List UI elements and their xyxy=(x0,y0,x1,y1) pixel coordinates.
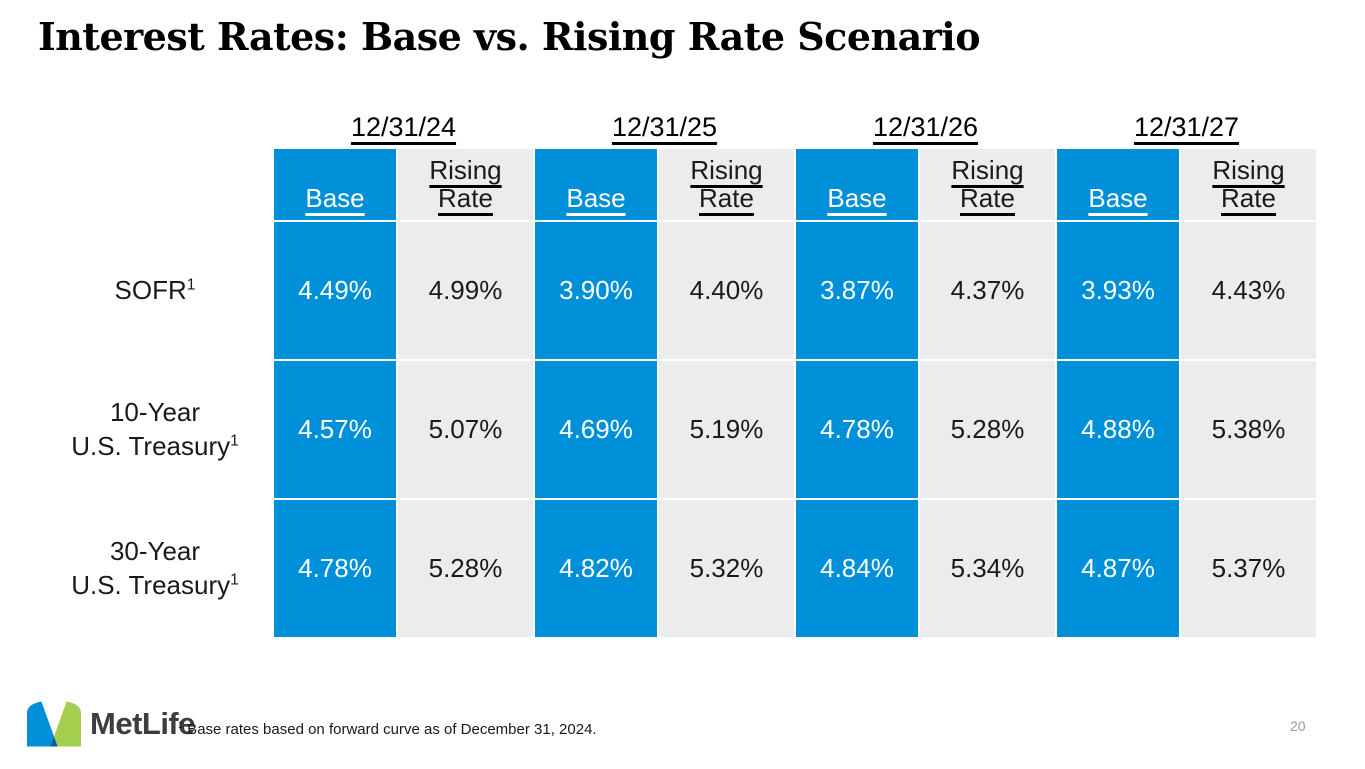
table-cell-30yr-base: 4.82% xyxy=(535,500,657,637)
rising-header-line1: Rising xyxy=(690,154,763,185)
footnote-ref: 1 xyxy=(230,431,239,449)
footnote-text: Base rates based on forward curve as of … xyxy=(183,721,597,738)
table-cell-sofr-base: 3.90% xyxy=(535,222,657,359)
row-label-text: SOFR1 xyxy=(114,274,196,305)
row-label-10yr-treasury: 10-Year U.S. Treasury1 xyxy=(40,361,270,498)
header-cell-base: Base xyxy=(274,149,396,220)
header-cell-base: Base xyxy=(1057,149,1179,220)
footnote-ref: 1 xyxy=(186,275,196,293)
table-cell-10yr-base: 4.69% xyxy=(535,361,657,498)
header-cell-rising: Rising Rate xyxy=(920,149,1055,220)
row-label-30yr-treasury: 30-Year U.S. Treasury1 xyxy=(40,500,270,637)
table-cell-10yr-rising: 5.07% xyxy=(398,361,533,498)
row-label-sofr: SOFR1 xyxy=(40,222,270,359)
row-label-text: 10-Year U.S. Treasury1 xyxy=(71,396,239,461)
base-header-label: Base xyxy=(1088,182,1148,213)
table-cell-10yr-base: 4.57% xyxy=(274,361,396,498)
footnote: 1 Base rates based on forward curve as o… xyxy=(178,720,597,739)
table-cell-30yr-base: 4.84% xyxy=(796,500,918,637)
metlife-logo-mark xyxy=(27,701,81,747)
table-cell-10yr-base: 4.88% xyxy=(1057,361,1179,498)
table-cell-30yr-rising: 5.32% xyxy=(659,500,794,637)
table-cell-sofr-rising: 4.99% xyxy=(398,222,533,359)
header-cell-rising: Rising Rate xyxy=(659,149,794,220)
rising-header-line2: Rate xyxy=(438,182,493,213)
table-cell-30yr-rising: 5.34% xyxy=(920,500,1055,637)
header-cell-rising: Rising Rate xyxy=(398,149,533,220)
table-cell-30yr-rising: 5.37% xyxy=(1181,500,1316,637)
header-cell-base: Base xyxy=(796,149,918,220)
rising-header-line1: Rising xyxy=(1212,154,1285,185)
table-cell-30yr-base: 4.87% xyxy=(1057,500,1179,637)
rates-table: Base Rising Rate Base Rising Rate Base Ris… xyxy=(274,149,1316,637)
table-cell-sofr-base: 4.49% xyxy=(274,222,396,359)
base-header-label: Base xyxy=(305,182,365,213)
row-label-text: 30-Year U.S. Treasury1 xyxy=(71,535,239,600)
table-cell-sofr-rising: 4.37% xyxy=(920,222,1055,359)
slide-title: Interest Rates: Base vs. Rising Rate Sce… xyxy=(38,14,981,59)
metlife-wordmark: MetLife xyxy=(90,706,196,741)
table-cell-10yr-base: 4.78% xyxy=(796,361,918,498)
page-number: 20 xyxy=(1290,718,1306,734)
table-cell-30yr-base: 4.78% xyxy=(274,500,396,637)
table-cell-10yr-rising: 5.38% xyxy=(1181,361,1316,498)
column-group-header-3: 12/31/26 xyxy=(796,112,1055,146)
footnote-ref: 1 xyxy=(230,570,239,588)
column-group-header-1: 12/31/24 xyxy=(274,112,533,146)
table-cell-10yr-rising: 5.19% xyxy=(659,361,794,498)
date-label: 12/31/24 xyxy=(350,112,457,142)
rising-header-line1: Rising xyxy=(951,154,1024,185)
rising-header-line2: Rate xyxy=(960,182,1015,213)
date-label: 12/31/27 xyxy=(1133,112,1240,142)
table-cell-sofr-base: 3.87% xyxy=(796,222,918,359)
footnote-marker: 1 xyxy=(178,720,184,730)
rising-header-line2: Rate xyxy=(699,182,754,213)
table-cell-sofr-rising: 4.40% xyxy=(659,222,794,359)
header-cell-rising: Rising Rate xyxy=(1181,149,1316,220)
base-header-label: Base xyxy=(827,182,887,213)
metlife-logo: MetLife xyxy=(27,701,196,747)
base-header-label: Base xyxy=(566,182,626,213)
date-label: 12/31/26 xyxy=(872,112,979,142)
header-cell-base: Base xyxy=(535,149,657,220)
table-cell-10yr-rising: 5.28% xyxy=(920,361,1055,498)
date-label: 12/31/25 xyxy=(611,112,718,142)
column-group-header-4: 12/31/27 xyxy=(1057,112,1316,146)
table-cell-sofr-base: 3.93% xyxy=(1057,222,1179,359)
table-cell-30yr-rising: 5.28% xyxy=(398,500,533,637)
column-group-header-2: 12/31/25 xyxy=(535,112,794,146)
rising-header-line1: Rising xyxy=(429,154,502,185)
rising-header-line2: Rate xyxy=(1221,182,1276,213)
table-cell-sofr-rising: 4.43% xyxy=(1181,222,1316,359)
